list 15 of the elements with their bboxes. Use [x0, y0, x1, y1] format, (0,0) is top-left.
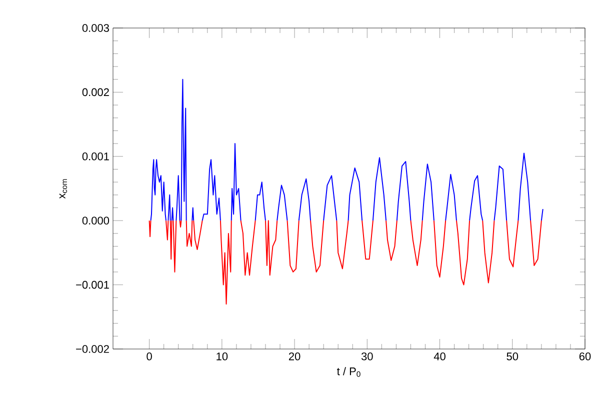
y-tick-label: −0.002 — [76, 345, 109, 353]
x-tick-label: 60 — [579, 352, 591, 360]
y-tick-label: 0.000 — [82, 216, 110, 224]
y-tick-label: −0.001 — [76, 280, 109, 289]
x-tick-label: 40 — [434, 352, 446, 360]
x-tick-label: 0 — [146, 352, 152, 360]
x-tick-label: 10 — [216, 352, 228, 360]
y-tick-label: 0.001 — [82, 152, 109, 160]
y-axis-title: x$_{com}$ — [59, 179, 68, 199]
y-tick-label: 0.002 — [82, 88, 109, 96]
x-axis-title: t / P$_{0}$ — [337, 367, 360, 377]
x-tick-label: 50 — [506, 352, 518, 360]
y-tick-label: 0.003 — [82, 24, 109, 32]
x-tick-label: 30 — [361, 352, 373, 360]
x-tick-label: 20 — [288, 352, 300, 360]
